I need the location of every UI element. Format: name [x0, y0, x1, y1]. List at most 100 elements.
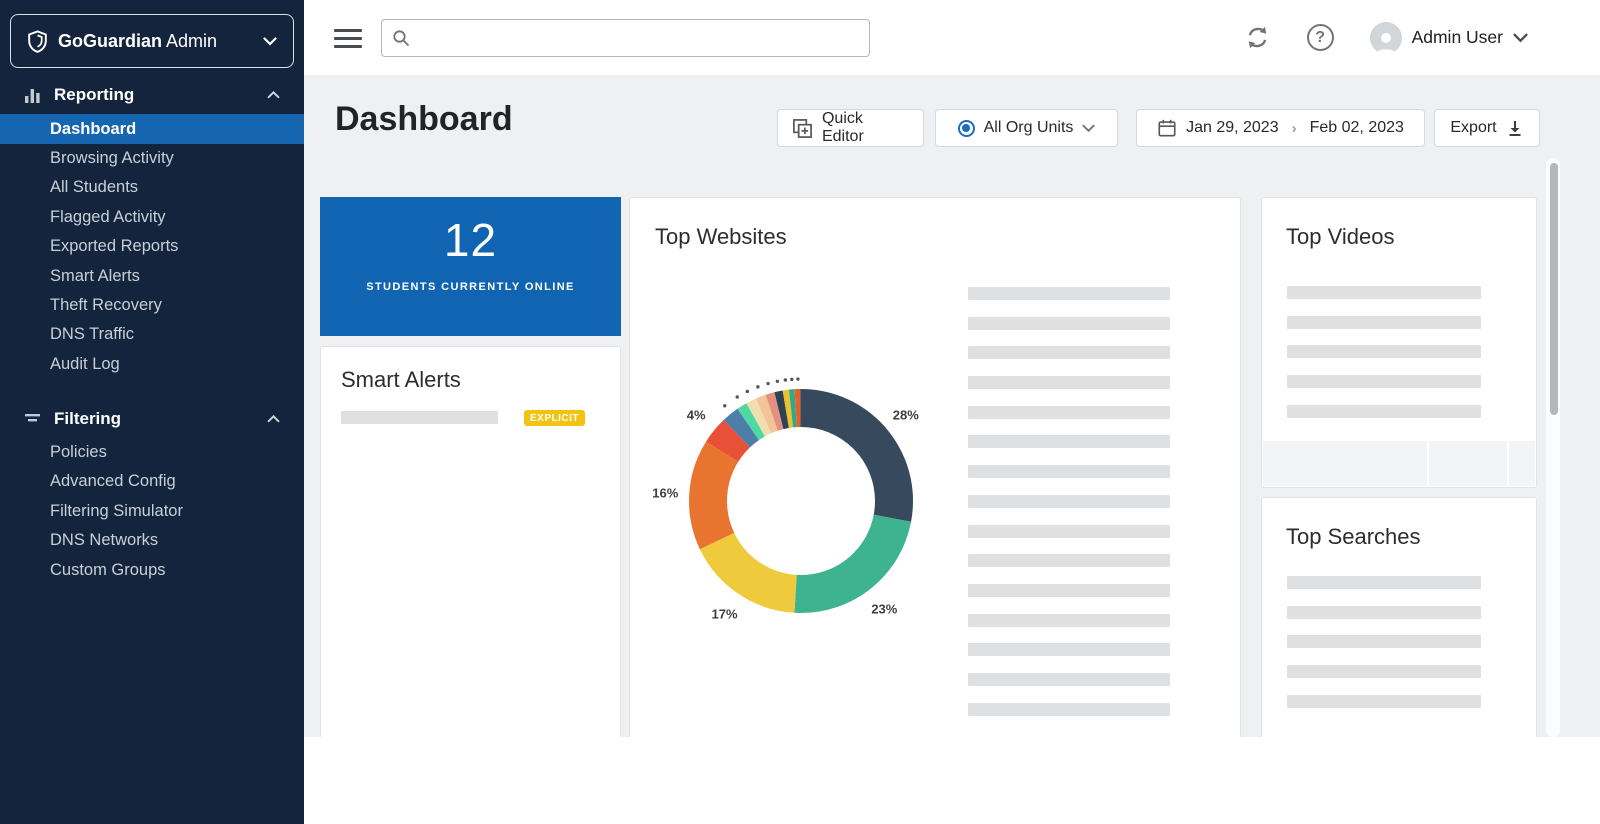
placeholder-bar [968, 643, 1170, 657]
top-searches-card: Top Searches [1261, 497, 1537, 737]
placeholder-bar [968, 613, 1170, 627]
sidebar-item-filtering-simulator[interactable]: Filtering Simulator [50, 501, 183, 520]
placeholder-bar [968, 287, 1170, 300]
explicit-badge: EXPLICIT [524, 410, 586, 426]
top-videos-list [1287, 286, 1481, 434]
students-online-count: 12 [443, 214, 498, 266]
search-box[interactable] [381, 19, 870, 57]
download-icon [1509, 121, 1521, 136]
top-videos-footer [1263, 441, 1535, 486]
top-websites-card: Top Websites 28% 23% 17% 16% 4% [629, 197, 1241, 737]
refresh-button[interactable] [1244, 24, 1271, 51]
chevron-up-icon [267, 91, 280, 99]
export-label: Export [1450, 119, 1497, 136]
donut-leader-dot [775, 379, 780, 384]
placeholder-bar [1287, 315, 1481, 329]
help-button[interactable]: ? [1306, 24, 1334, 51]
students-online-label: STUDENTS CURRENTLY ONLINE [366, 281, 575, 293]
placeholder-bar [1287, 576, 1481, 589]
nav-header-reporting[interactable]: Reporting [0, 80, 304, 110]
donut-slice [689, 389, 913, 613]
date-range-picker[interactable]: Jan 29, 2023 › Feb 02, 2023 [1136, 109, 1425, 147]
sidebar-item-flagged-activity[interactable]: Flagged Activity [50, 207, 166, 226]
sidebar-item-all-students[interactable]: All Students [50, 178, 139, 197]
shield-logo-icon [28, 29, 47, 53]
chevron-down-icon [263, 36, 277, 46]
top-searches-title: Top Searches [1286, 524, 1421, 549]
avatar[interactable] [1369, 21, 1402, 54]
top-websites-donut-chart: 28% 23% 17% 16% 4% [651, 351, 951, 651]
sidebar-item-dns-networks[interactable]: DNS Networks [50, 531, 159, 550]
user-name: Admin User [1411, 27, 1503, 47]
calendar-icon [1158, 119, 1176, 137]
placeholder-bar [968, 583, 1170, 597]
sidebar-item-theft-recovery[interactable]: Theft Recovery [50, 295, 162, 314]
nav-section-filtering: Filtering Policies Advanced Config Filte… [0, 404, 304, 585]
org-units-dropdown[interactable]: All Org Units [935, 109, 1118, 147]
topbar: ? Admin User [304, 0, 1600, 75]
sidebar-item-policies[interactable]: Policies [50, 443, 107, 461]
donut-slice [689, 389, 913, 613]
sidebar-item-exported-reports[interactable]: Exported Reports [50, 237, 179, 256]
nav-section-reporting: Reporting Dashboard Browsing Activity Al… [0, 80, 304, 379]
filter-icon [25, 414, 40, 422]
placeholder-bar [968, 702, 1170, 716]
export-button[interactable]: Export [1434, 109, 1540, 147]
placeholder-bar [1287, 286, 1481, 299]
sidebar-item-advanced-config[interactable]: Advanced Config [50, 472, 176, 491]
donut-leader-dot [783, 378, 788, 382]
placeholder-bar [968, 346, 1170, 360]
placeholder-bar [1287, 605, 1481, 619]
top-videos-card: Top Videos [1261, 197, 1537, 488]
date-start: Jan 29, 2023 [1186, 119, 1279, 136]
placeholder-bar [1287, 694, 1481, 708]
brand-switcher[interactable]: GoGuardian Admin [10, 14, 294, 68]
refresh-icon [1248, 26, 1266, 49]
donut-percent-label: 17% [712, 606, 738, 621]
placeholder-bar [1287, 404, 1481, 418]
donut-leader-dot [766, 381, 770, 386]
quick-editor-icon [793, 118, 812, 138]
brand-name: GoGuardian Admin [58, 30, 218, 51]
sidebar: GoGuardian Admin Reporting Dashboard Bro… [0, 0, 304, 824]
donut-percent-label: 4% [687, 407, 706, 422]
smart-alerts-card: Smart Alerts EXPLICIT [320, 346, 621, 737]
sidebar-item-dashboard[interactable]: Dashboard [0, 114, 304, 144]
sidebar-item-smart-alerts[interactable]: Smart Alerts [50, 266, 140, 285]
sidebar-item-custom-groups[interactable]: Custom Groups [50, 560, 166, 579]
org-units-label: All Org Units [983, 119, 1074, 136]
placeholder-bar [1287, 665, 1481, 679]
sidebar-item-browsing-activity[interactable]: Browsing Activity [50, 149, 174, 167]
placeholder-bar [968, 465, 1170, 479]
quick-editor-button[interactable]: Quick Editor [777, 109, 924, 147]
placeholder-bar [341, 411, 498, 424]
placeholder-bar [1287, 635, 1481, 649]
top-websites-list [968, 287, 1170, 732]
user-menu-chevron-icon[interactable] [1513, 33, 1528, 43]
placeholder-bar [968, 524, 1170, 538]
sidebar-item-audit-log[interactable]: Audit Log [50, 354, 120, 373]
footer-cell [1263, 441, 1427, 486]
donut-leader-dot [796, 377, 800, 381]
scrollbar-thumb[interactable] [1550, 163, 1558, 415]
placeholder-bar [968, 376, 1170, 390]
bar-chart-icon [25, 89, 40, 103]
donut-percent-label: 28% [893, 407, 919, 422]
org-unit-radio-icon [957, 119, 975, 137]
page-title: Dashboard [335, 100, 513, 138]
menu-icon[interactable] [334, 29, 362, 48]
date-range-arrow-icon: › [1291, 119, 1297, 137]
nav-section-label: Filtering [54, 409, 122, 428]
nav-header-filtering[interactable]: Filtering [0, 404, 304, 434]
placeholder-bar [968, 672, 1170, 686]
nav-section-label: Reporting [54, 85, 135, 104]
nav-items-filtering: Policies Advanced Config Filtering Simul… [0, 438, 304, 585]
sidebar-item-dns-traffic[interactable]: DNS Traffic [50, 325, 135, 344]
donut-slice [689, 389, 913, 613]
chevron-up-icon [267, 415, 280, 423]
placeholder-bar [968, 316, 1170, 330]
user-silhouette-icon [1375, 32, 1396, 54]
donut-leader-dot [723, 404, 727, 408]
search-input[interactable] [418, 29, 859, 47]
donut-percent-label: 23% [871, 601, 897, 616]
